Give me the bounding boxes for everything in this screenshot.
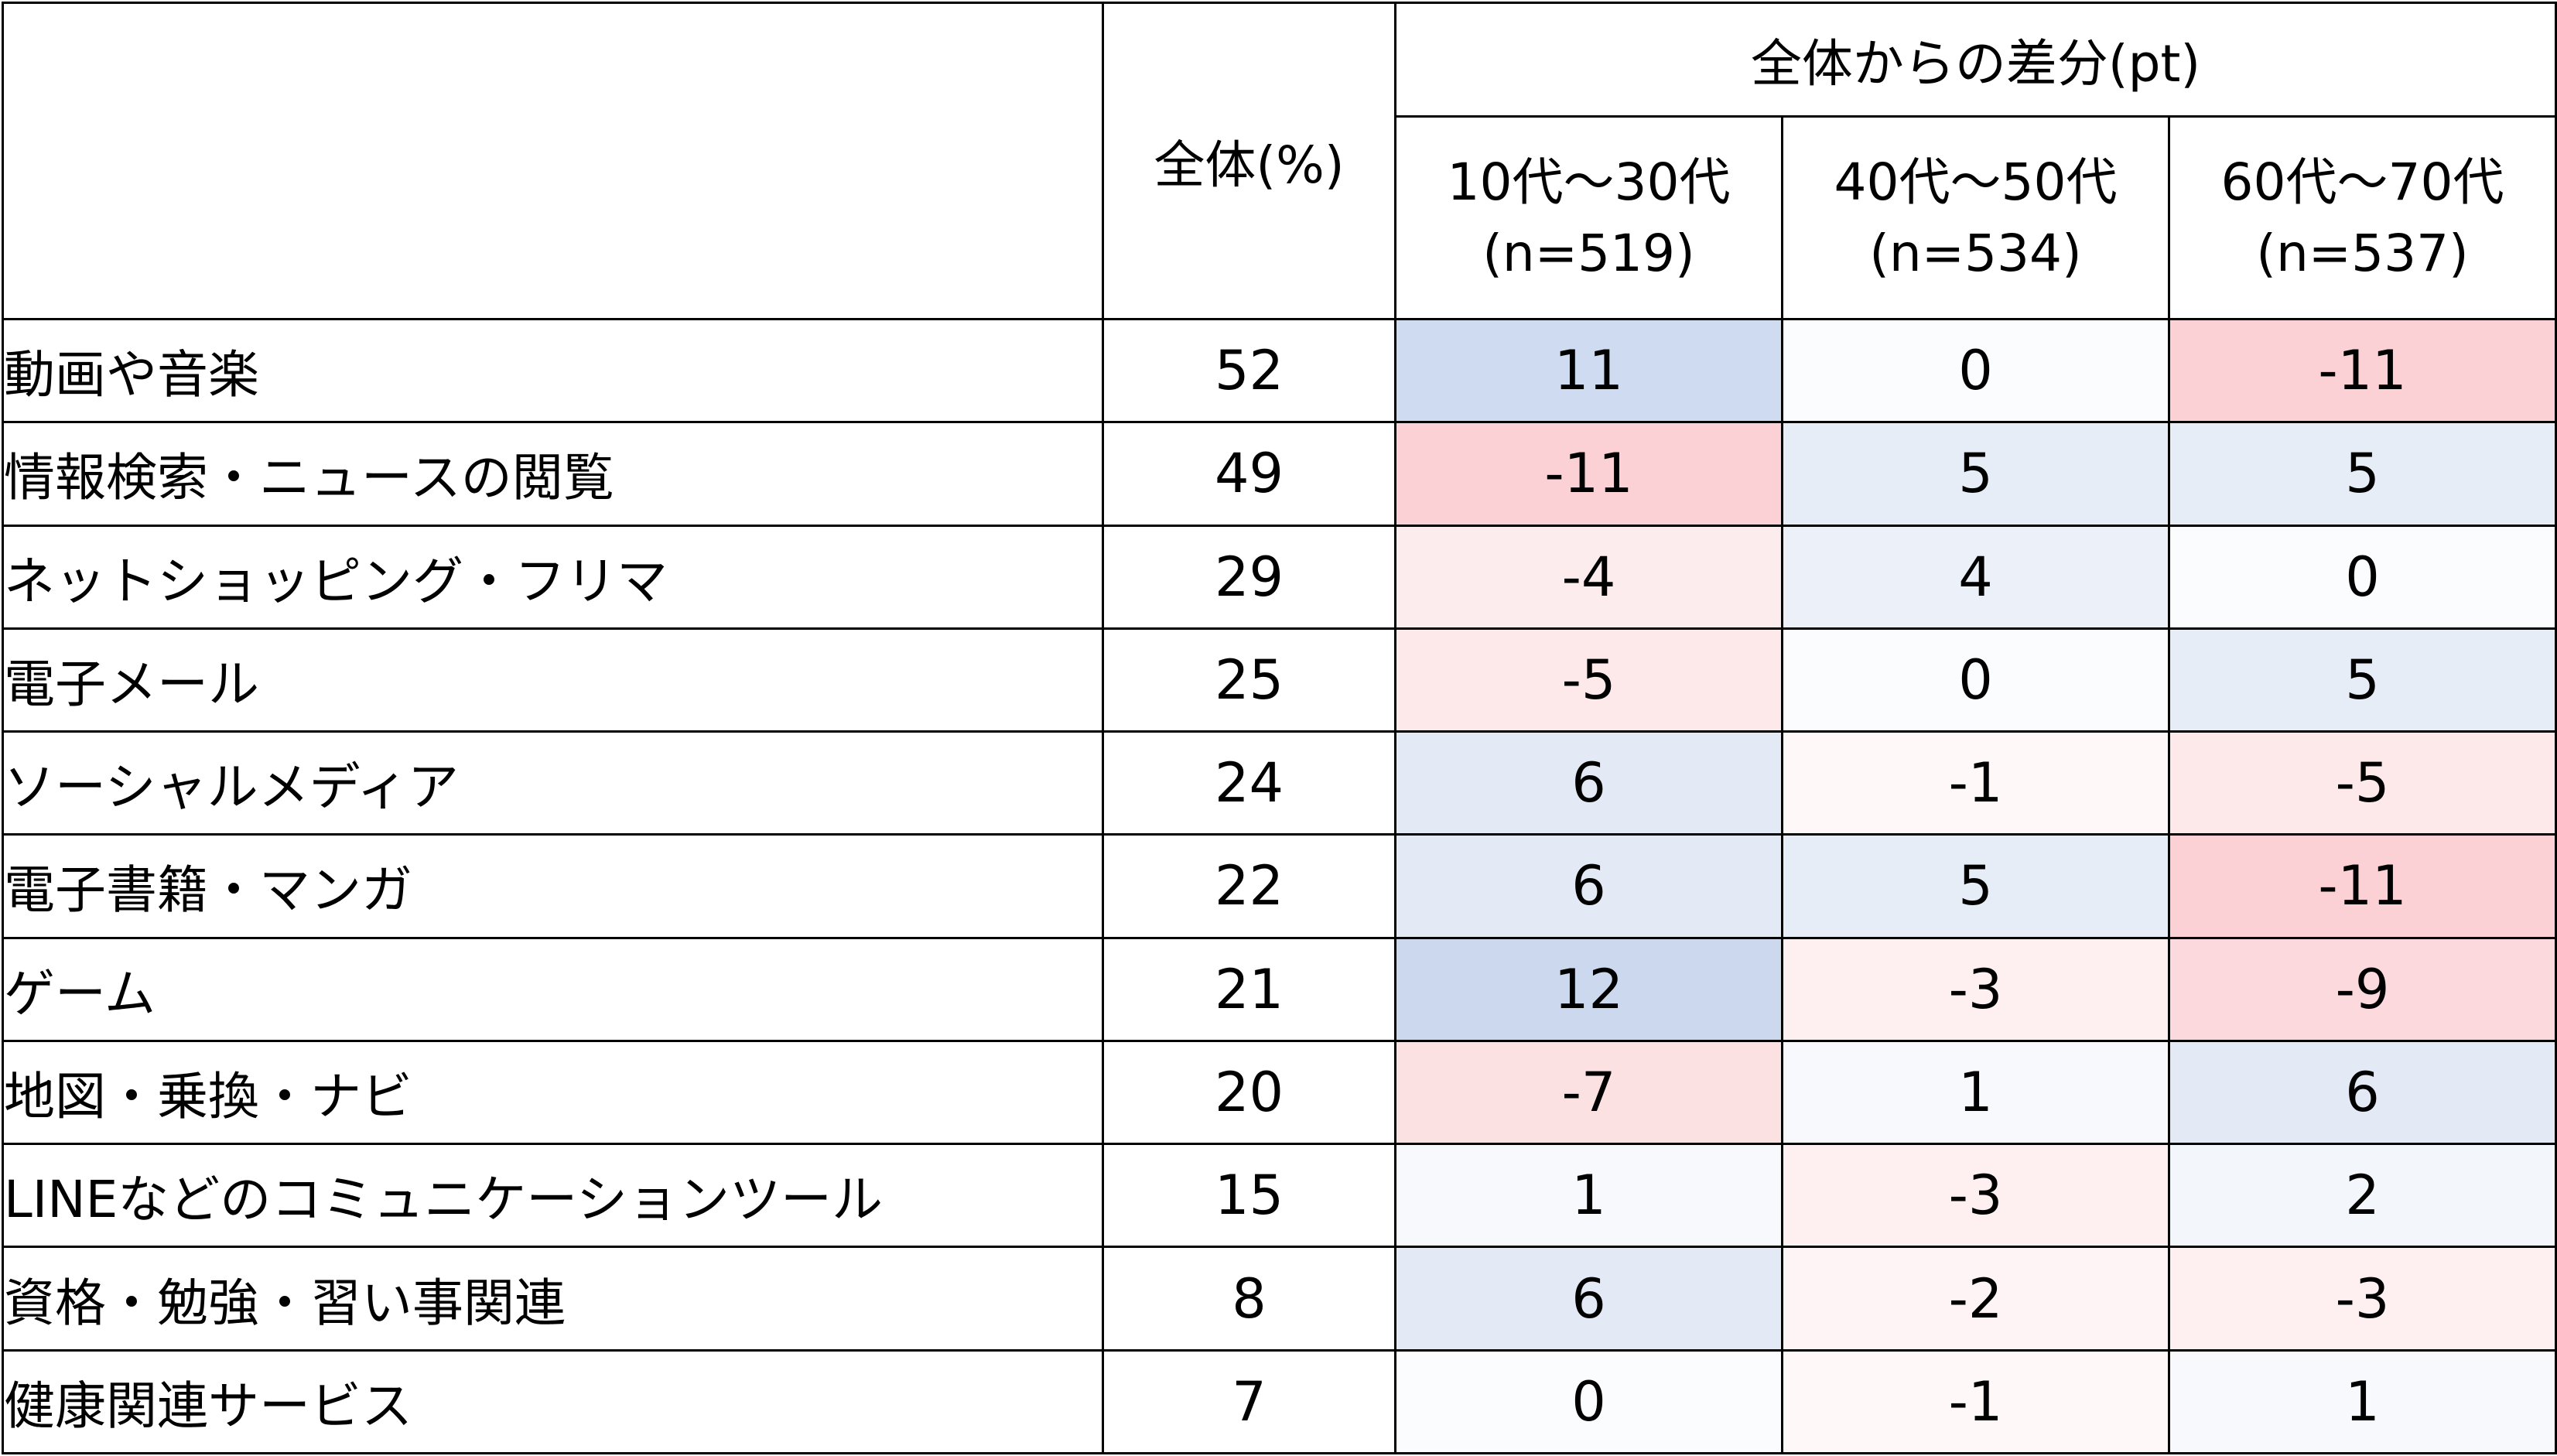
diff-cell: 5 bbox=[2167, 421, 2557, 527]
table-row: ソーシャルメディア 24 6 -1 -5 bbox=[2, 730, 2557, 836]
diff-cell: -4 bbox=[1394, 524, 1783, 630]
row-label: 動画や音楽 bbox=[2, 317, 1104, 424]
diff-cell: 0 bbox=[1781, 317, 2170, 424]
total-value: 8 bbox=[1102, 1246, 1396, 1352]
diff-cell: -5 bbox=[1394, 627, 1783, 733]
diff-cell: -9 bbox=[2167, 936, 2557, 1042]
row-label: 地図・乗換・ナビ bbox=[2, 1039, 1104, 1146]
segment-label: 60代～70代 bbox=[2220, 152, 2504, 212]
row-label: LINEなどのコミュニケーションツール bbox=[2, 1143, 1104, 1249]
diff-cell: 2 bbox=[2167, 1143, 2557, 1249]
diff-cell: 0 bbox=[1781, 627, 2170, 733]
row-label: 電子書籍・マンガ bbox=[2, 833, 1104, 939]
diff-cell: 12 bbox=[1394, 936, 1783, 1042]
segment-sample-size: (n=534) bbox=[1869, 223, 2082, 283]
row-label: ネットショッピング・フリマ bbox=[2, 524, 1104, 630]
diff-group-header: 全体からの差分(pt) bbox=[1393, 2, 2557, 118]
diff-cell: 6 bbox=[1394, 833, 1783, 939]
diff-cell: -3 bbox=[1781, 1143, 2170, 1249]
diff-cell: 6 bbox=[1394, 730, 1783, 836]
diff-cell: -11 bbox=[2167, 317, 2557, 424]
total-value: 15 bbox=[1102, 1143, 1396, 1249]
diff-cell: -1 bbox=[1781, 1348, 2170, 1455]
row-label: ソーシャルメディア bbox=[2, 730, 1104, 836]
row-label: 健康関連サービス bbox=[2, 1348, 1104, 1455]
diff-cell: -2 bbox=[1781, 1246, 2170, 1352]
segment-label: 40代～50代 bbox=[1834, 152, 2118, 212]
diff-cell: 5 bbox=[2167, 627, 2557, 733]
table-row: 地図・乗換・ナビ 20 -7 1 6 bbox=[2, 1039, 2557, 1146]
diff-cell: 5 bbox=[1781, 421, 2170, 527]
diff-cell: 4 bbox=[1781, 524, 2170, 630]
total-value: 22 bbox=[1102, 833, 1396, 939]
segment-header-40s-50s: 40代～50代 (n=534) bbox=[1781, 115, 2170, 320]
diff-cell: -5 bbox=[2167, 730, 2557, 836]
table-row: 情報検索・ニュースの閲覧 49 -11 5 5 bbox=[2, 421, 2557, 527]
segment-header-10s-30s: 10代～30代 (n=519) bbox=[1394, 115, 1783, 320]
total-value: 21 bbox=[1102, 936, 1396, 1042]
diff-cell: 6 bbox=[2167, 1039, 2557, 1146]
diff-cell: 11 bbox=[1394, 317, 1783, 424]
total-value: 52 bbox=[1102, 317, 1396, 424]
segment-sample-size: (n=537) bbox=[2256, 223, 2469, 283]
diff-cell: 0 bbox=[2167, 524, 2557, 630]
table-row: LINEなどのコミュニケーションツール 15 1 -3 2 bbox=[2, 1143, 2557, 1249]
table-row: 動画や音楽 52 11 0 -11 bbox=[2, 317, 2557, 424]
diff-cell: -7 bbox=[1394, 1039, 1783, 1146]
segment-label: 10代～30代 bbox=[1447, 152, 1731, 212]
row-label: 資格・勉強・習い事関連 bbox=[2, 1246, 1104, 1352]
diff-cell: -3 bbox=[1781, 936, 2170, 1042]
segment-sample-size: (n=519) bbox=[1482, 223, 1695, 283]
diff-cell: -11 bbox=[2167, 833, 2557, 939]
table-row: 健康関連サービス 7 0 -1 1 bbox=[2, 1348, 2557, 1455]
total-value: 29 bbox=[1102, 524, 1396, 630]
segment-header-60s-70s: 60代～70代 (n=537) bbox=[2167, 115, 2557, 320]
total-value: 7 bbox=[1102, 1348, 1396, 1455]
table-row: ネットショッピング・フリマ 29 -4 4 0 bbox=[2, 524, 2557, 630]
table-row: ゲーム 21 12 -3 -9 bbox=[2, 936, 2557, 1042]
table-row: 電子書籍・マンガ 22 6 5 -11 bbox=[2, 833, 2557, 939]
total-value: 20 bbox=[1102, 1039, 1396, 1146]
row-label: 情報検索・ニュースの閲覧 bbox=[2, 421, 1104, 527]
diff-cell: 6 bbox=[1394, 1246, 1783, 1352]
total-value: 49 bbox=[1102, 421, 1396, 527]
corner-cell bbox=[2, 2, 1104, 320]
diff-cell: -11 bbox=[1394, 421, 1783, 527]
diff-cell: 1 bbox=[2167, 1348, 2557, 1455]
total-value: 24 bbox=[1102, 730, 1396, 836]
diff-cell: 1 bbox=[1781, 1039, 2170, 1146]
diff-cell: -3 bbox=[2167, 1246, 2557, 1352]
diff-cell: 1 bbox=[1394, 1143, 1783, 1249]
table-row: 資格・勉強・習い事関連 8 6 -2 -3 bbox=[2, 1246, 2557, 1352]
row-label: 電子メール bbox=[2, 627, 1104, 733]
diff-cell: 0 bbox=[1394, 1348, 1783, 1455]
row-label: ゲーム bbox=[2, 936, 1104, 1042]
table-row: 電子メール 25 -5 0 5 bbox=[2, 627, 2557, 733]
total-value: 25 bbox=[1102, 627, 1396, 733]
total-column-header: 全体(%) bbox=[1102, 2, 1396, 320]
diff-cell: 5 bbox=[1781, 833, 2170, 939]
diff-cell: -1 bbox=[1781, 730, 2170, 836]
